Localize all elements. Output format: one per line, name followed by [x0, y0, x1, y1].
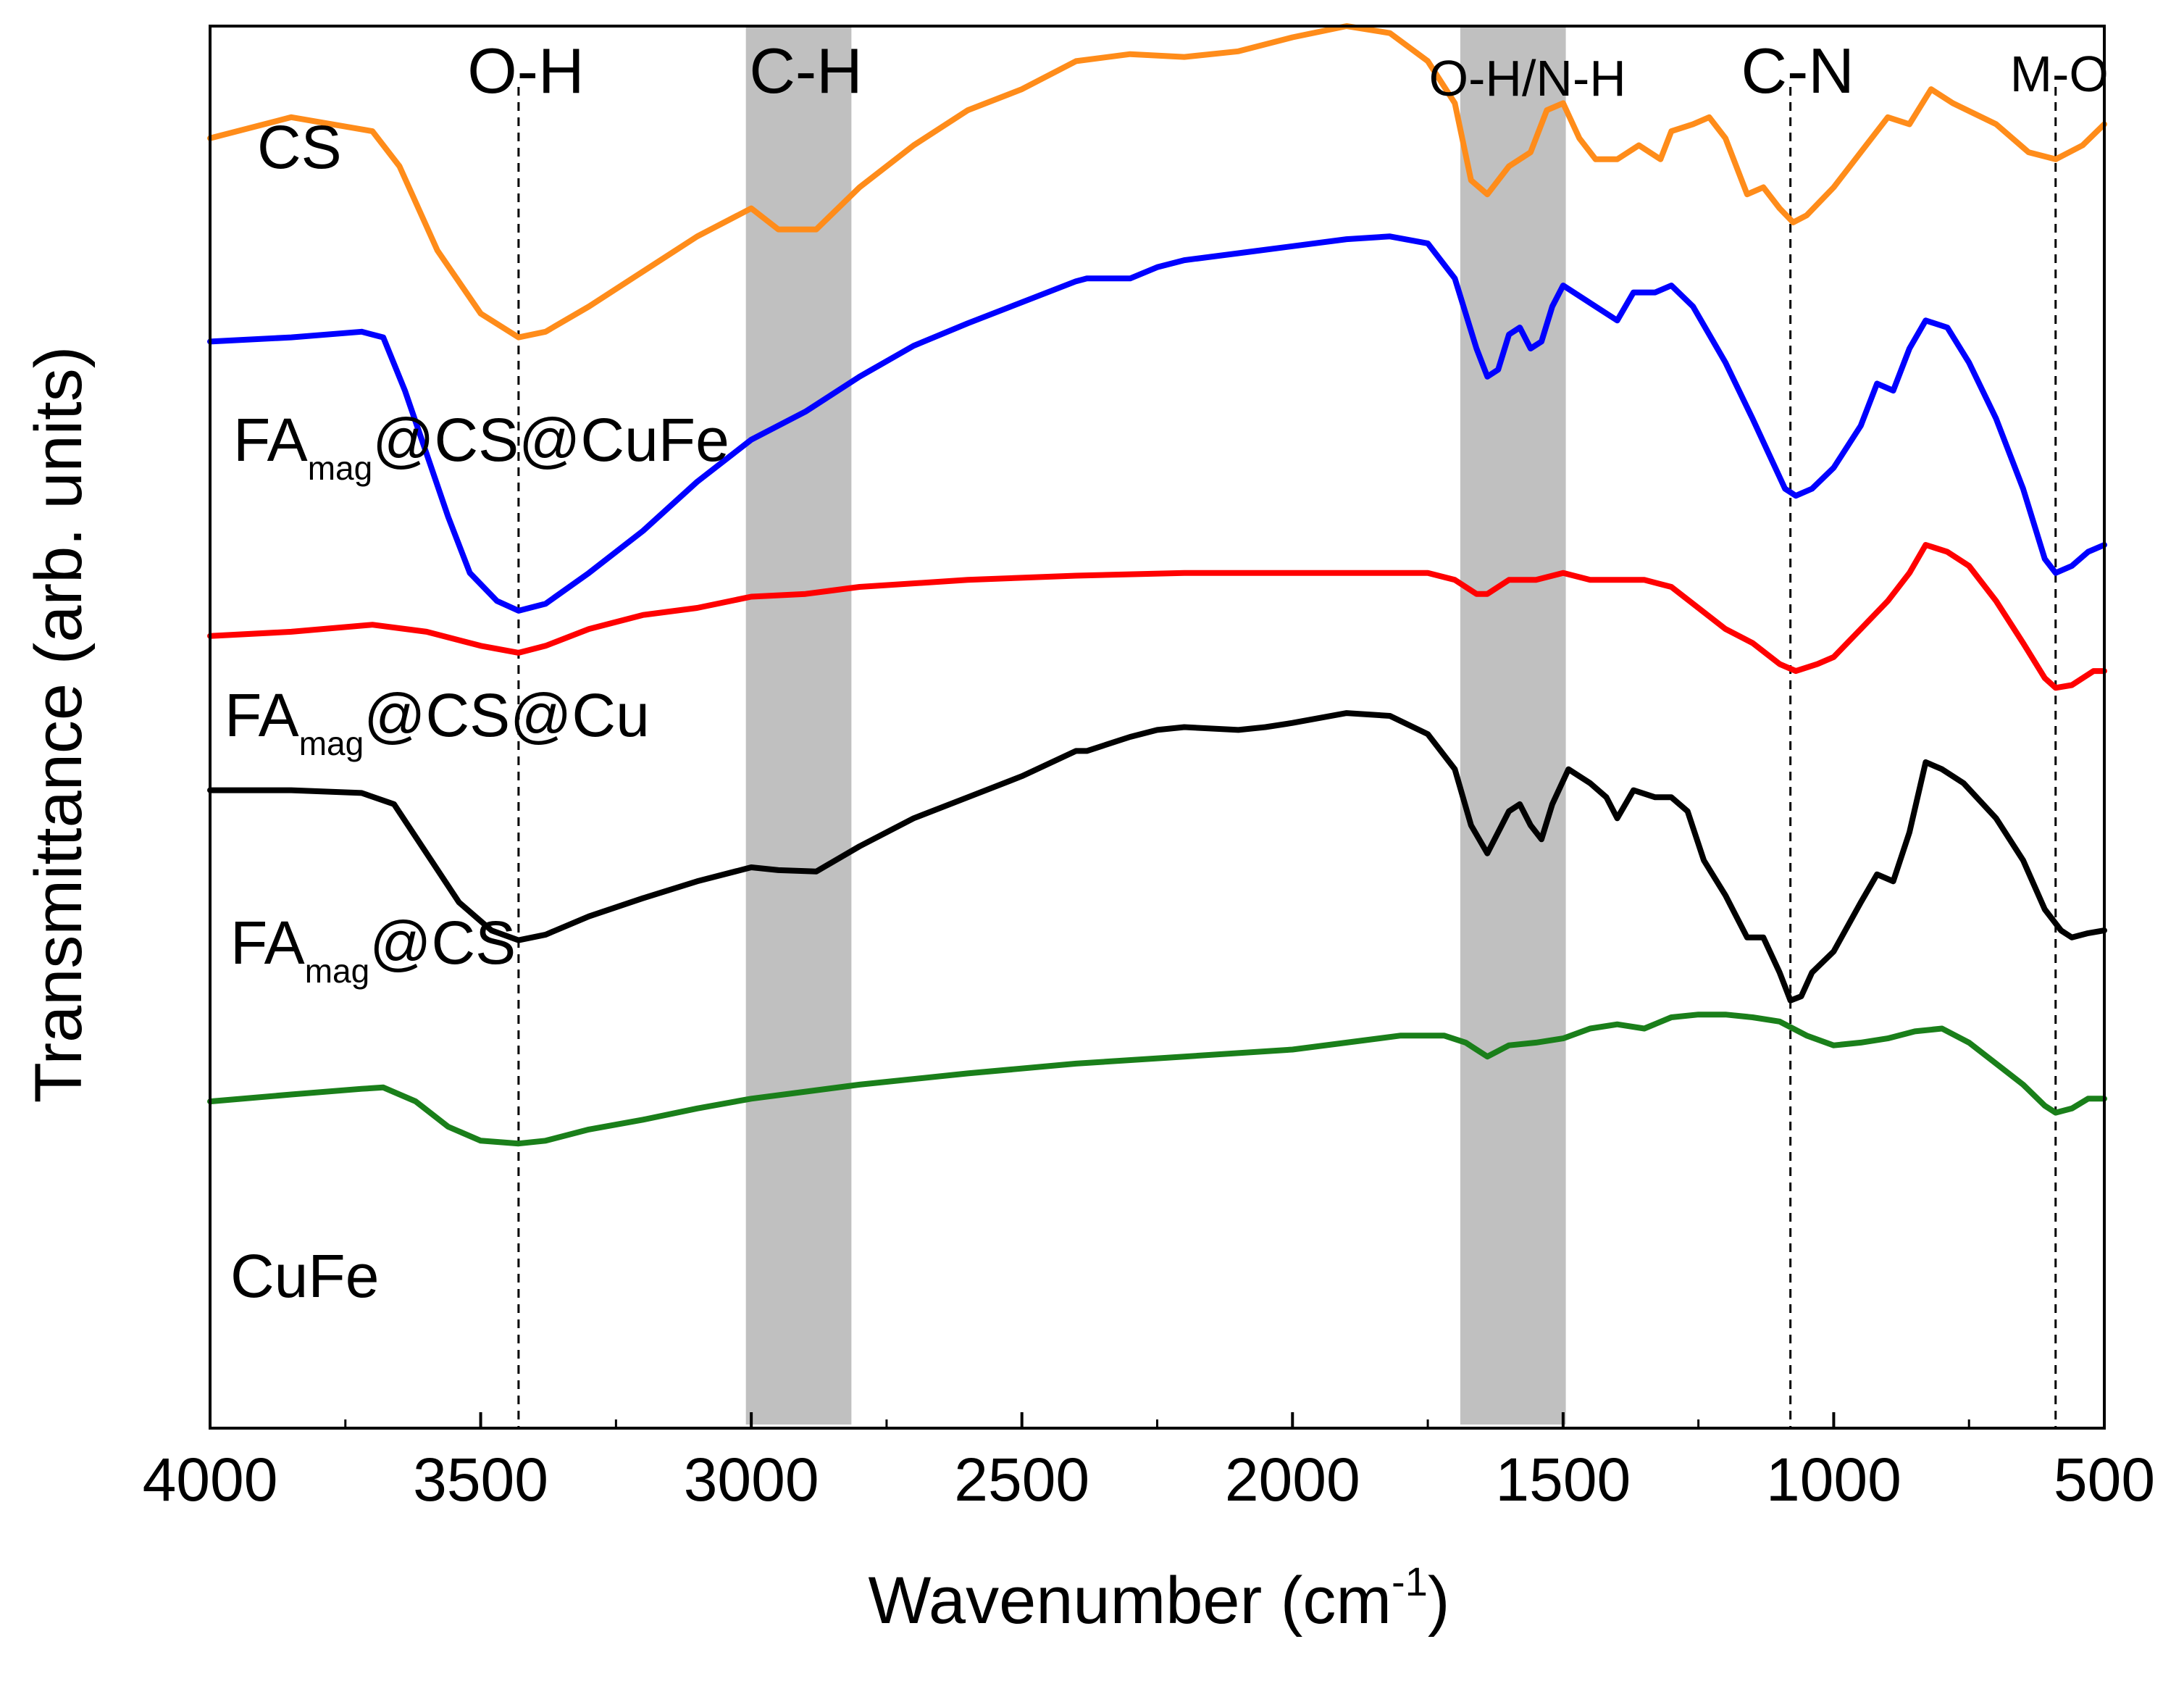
series-label-famag-cs-cufe: FAmag@CS@CuFe — [233, 406, 729, 487]
x-axis-ticks: 4000 3500 3000 2500 2000 1500 1000 500 — [143, 1412, 2155, 1514]
series-label-cs: CS — [257, 113, 342, 181]
series-famag-cs-cufe — [207, 233, 2107, 614]
label-c-h: C-H — [749, 35, 862, 107]
series-label-cufe: CuFe — [230, 1242, 379, 1310]
y-axis-title: Transmittance (arb. units) — [22, 346, 96, 1104]
series-label-famag-cs: FAmag@CS — [230, 909, 516, 990]
x-tick-label-3000: 3000 — [684, 1446, 819, 1514]
series-cufe — [207, 1012, 2107, 1147]
label-oh-nh: O-H/N-H — [1429, 50, 1626, 107]
label-c-n: C-N — [1741, 35, 1854, 107]
series-cs — [207, 23, 2107, 341]
x-tick-label-3500: 3500 — [413, 1446, 548, 1514]
x-tick-label-2500: 2500 — [954, 1446, 1089, 1514]
series-labels: CS FAmag@CS@CuFe FAmag@CS@Cu FAmag@CS CuFe — [225, 113, 729, 1310]
label-m-o: M-O — [2010, 46, 2109, 102]
series-label-famag-cs-cu: FAmag@CS@Cu — [225, 681, 650, 762]
x-tick-label-500: 500 — [2054, 1446, 2155, 1514]
x-axis-title: Wavenumber (cm-1) — [869, 1559, 1450, 1638]
x-tick-label-1500: 1500 — [1495, 1446, 1631, 1514]
series-famag-cs — [207, 710, 2107, 1004]
series-curves — [207, 23, 2107, 1147]
band-labels: O-H C-H O-H/N-H C-N M-O — [467, 35, 2109, 107]
band-oh-nh — [1460, 26, 1566, 1425]
reference-lines — [517, 87, 2057, 1428]
series-famag-cs-cu — [207, 542, 2107, 691]
x-tick-label-4000: 4000 — [143, 1446, 278, 1514]
shaded-bands — [745, 26, 1566, 1425]
band-c-h — [745, 26, 852, 1425]
x-tick-label-1000: 1000 — [1766, 1446, 1901, 1514]
label-o-h: O-H — [467, 35, 584, 107]
x-tick-label-2000: 2000 — [1225, 1446, 1360, 1514]
